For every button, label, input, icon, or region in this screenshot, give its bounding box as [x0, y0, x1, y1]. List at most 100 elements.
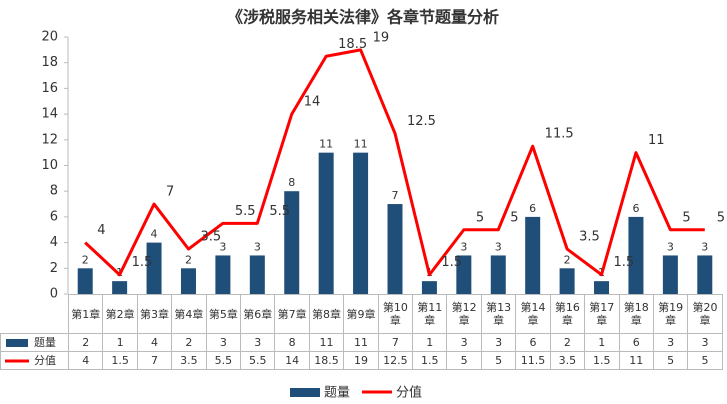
table-value: 7	[377, 333, 414, 352]
legend-icon	[6, 339, 28, 347]
y-tick-label: 6	[50, 209, 58, 224]
x-tick-label: 第6章	[240, 294, 276, 334]
series-row: 分值 4 1.5 7 3.5 5.5 5.5 14 18.5 19 12.5 1.5 5 5 11.5 3.5…	[0, 351, 723, 370]
line-value-label: 5	[717, 210, 725, 225]
table-value: 2	[67, 333, 104, 352]
table-value: 11.5	[515, 351, 551, 370]
x-tick-label: 第10章	[377, 294, 414, 334]
bar-value-label: 3	[701, 240, 708, 253]
bar	[146, 242, 162, 294]
legend-icon	[5, 359, 29, 363]
x-tick-label: 第1章	[67, 294, 104, 334]
y-tick-label: 14	[41, 107, 58, 122]
table-value: 3	[687, 333, 723, 352]
table-value: 2	[549, 333, 586, 352]
table-value: 6	[618, 333, 654, 352]
legend-label: 分值	[396, 385, 422, 401]
table-value: 5	[687, 351, 723, 370]
line-value-label: 18.5	[338, 37, 367, 52]
legend-swatch	[6, 339, 28, 347]
table-value: 4	[136, 333, 173, 352]
table-value: 11	[343, 333, 379, 352]
bar-value-label: 4	[151, 228, 158, 241]
chart-title: 《涉税服务相关法律》各章节题量分析	[227, 8, 499, 27]
x-tick-label: 第20章	[687, 294, 723, 334]
bar	[180, 268, 196, 294]
bar	[421, 281, 437, 294]
bar	[284, 191, 300, 294]
table-value: 8	[274, 333, 310, 352]
line-value-label: 5.5	[235, 204, 256, 219]
table-value: 3.5	[549, 351, 586, 370]
y-tick-label: 18	[41, 55, 58, 70]
table-value: 1.5	[584, 351, 620, 370]
bar-value-label: 3	[460, 240, 467, 253]
bar-value-label: 6	[632, 202, 639, 215]
line-value-label: 1.5	[614, 255, 635, 270]
table-value: 6	[515, 333, 551, 352]
table-value: 12.5	[377, 351, 414, 370]
line-value-label: 1.5	[132, 255, 153, 270]
x-tick-label: 第11章	[412, 294, 448, 334]
x-tick-label: 第19章	[652, 294, 689, 334]
table-value: 1	[412, 333, 448, 352]
bar	[353, 152, 369, 294]
legend-swatch	[290, 388, 320, 397]
x-tick-label: 第5章	[205, 294, 242, 334]
table-value: 14	[274, 351, 310, 370]
line-value-label: 5	[510, 210, 518, 225]
bar	[559, 268, 575, 294]
row-header: 题量	[0, 333, 69, 352]
x-tick-label: 第17章	[584, 294, 620, 334]
line-value-label: 19	[373, 30, 390, 45]
table-value: 3	[205, 333, 242, 352]
line-value-label: 5	[682, 210, 690, 225]
bar	[318, 152, 334, 294]
table-value: 5	[446, 351, 482, 370]
bar-value-label: 2	[564, 253, 571, 266]
line	[84, 48, 705, 277]
category-row: 第1章 第2章 第3章 第4章 第5章 第6章 第7章 第8章 第9章 第10章 第11章 第12章第…	[0, 294, 723, 334]
table-value: 4	[67, 351, 104, 370]
bar-value-label: 2	[185, 253, 192, 266]
bar	[697, 255, 713, 294]
bar	[525, 216, 541, 294]
y-tick-label: 8	[50, 184, 58, 199]
x-tick-label: 第9章	[343, 294, 379, 334]
bar	[662, 255, 678, 294]
line-value-label: 14	[304, 95, 321, 110]
x-tick-label: 第14章	[515, 294, 551, 334]
line-value-label: 1.5	[441, 255, 462, 270]
y-tick-label: 12	[41, 132, 58, 147]
line-value-label: 4	[97, 223, 105, 238]
line-value-label: 3.5	[579, 230, 600, 245]
table-value: 2	[171, 333, 207, 352]
line-value-label: 11.5	[545, 127, 574, 142]
y-tick-label: 20	[41, 30, 58, 45]
legend-label: 题量	[324, 386, 350, 401]
table-value: 1	[584, 333, 620, 352]
table-value: 18.5	[308, 351, 345, 370]
bar-value-label: 8	[288, 176, 295, 189]
table-value: 3	[240, 333, 276, 352]
table-value: 7	[136, 351, 173, 370]
table-value: 1	[102, 333, 138, 352]
line-value-label: 11	[648, 133, 665, 148]
x-tick-label: 第3章	[136, 294, 173, 334]
table-value: 5	[652, 351, 689, 370]
line-value-label: 5.5	[269, 204, 290, 219]
bar-value-label: 11	[319, 138, 333, 151]
bar	[594, 281, 610, 294]
table-value: 3.5	[171, 351, 207, 370]
x-tick-label: 第2章	[102, 294, 138, 334]
x-tick-label: 第16章	[549, 294, 586, 334]
line-value-label: 7	[166, 185, 174, 200]
bar	[77, 268, 93, 294]
table-value: 11	[618, 351, 654, 370]
row-header: 分值	[0, 351, 69, 370]
y-tick-label: 0	[50, 287, 58, 302]
bar-value-label: 3	[219, 240, 226, 253]
bar	[249, 255, 265, 294]
bar-value-label: 11	[354, 138, 368, 151]
